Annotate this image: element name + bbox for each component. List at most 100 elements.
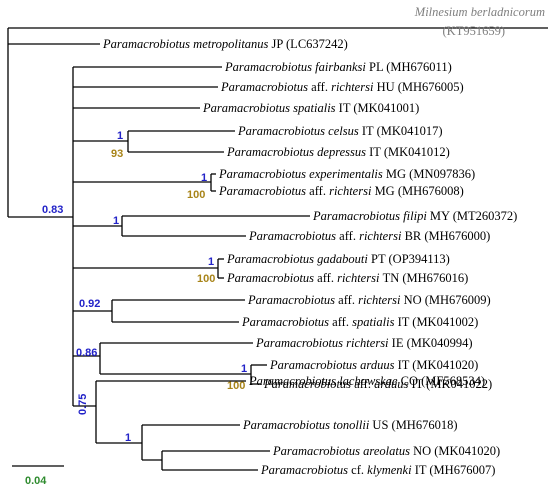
outgroup-accession: (KT951659) [443,24,506,38]
posterior-probability-label: 1 [208,256,214,268]
taxon-accession: (MK040994) [407,336,473,350]
taxon-label: Paramacrobiotus spatialis IT (MK041001) [202,101,419,115]
taxon-accession: (MK041012) [384,145,450,159]
taxon-genus: Paramacrobiotus [248,374,339,388]
taxon-qualifier: aff. [309,184,329,198]
taxon-genus: Paramacrobiotus [260,463,351,477]
taxon-country: MG [375,184,398,198]
taxon-qualifier: aff. [338,293,358,307]
taxon-genus: Paramacrobiotus [224,60,315,74]
taxon-country: IT [362,124,377,138]
taxon-country: TN [383,271,403,285]
taxon-genus: Paramacrobiotus [241,315,332,329]
taxon-country: BR [405,229,425,243]
taxon-accession: (MH676000) [424,229,490,243]
posterior-probability-label: 1 [117,130,123,142]
taxon-label: Paramacrobiotus celsus IT (MK041017) [237,124,443,138]
taxon-accession: (MH676007) [429,463,495,477]
taxon-epithet: celsus [328,124,362,138]
taxon-genus: Paramacrobiotus [226,252,317,266]
taxon-label: Paramacrobiotus areolatus NO (MK041020) [272,444,500,458]
taxon-genus: Paramacrobiotus [237,124,328,138]
taxon-labels: Milnesium berladnicorum (KT951659) Paramac… [102,5,545,477]
taxon-epithet: metropolitanus [193,37,271,51]
taxon-accession: (MH676005) [398,80,464,94]
posterior-probability-label: 1 [241,363,247,375]
taxon-country: MY [430,209,453,223]
scale-bar: 0.04 [12,465,64,487]
taxon-epithet: filipi [403,209,430,223]
taxon-label: Paramacrobiotus richtersi IE (MK040994) [255,336,473,350]
taxon-accession: (MH676009) [425,293,491,307]
taxon-country: IE [392,336,407,350]
taxon-accession: (MH676008) [398,184,464,198]
taxon-accession: (MK041001) [353,101,419,115]
taxon-epithet: richtersi [337,271,382,285]
taxon-accession: (MN097836) [409,167,475,181]
bootstrap-label: 100 [197,273,215,285]
taxon-country: PT [371,252,389,266]
taxon-epithet: lachowskae [339,374,400,388]
taxon-label: Paramacrobiotus cf. klymenki IT (MH67600… [260,463,495,477]
taxon-genus: Paramacrobiotus [269,358,360,372]
taxon-epithet: areolatus [363,444,413,458]
taxon-genus: Paramacrobiotus [102,37,193,51]
taxon-accession: (MK041002) [412,315,478,329]
support-values: 0.83 1 93 1 100 1 1 100 0.92 0.86 1 100 0.75 1 [42,130,247,444]
taxon-genus: Paramacrobiotus [218,184,309,198]
taxon-label: Paramacrobiotus lachowskae CO (MF568534) [248,374,485,388]
posterior-probability-label: 1 [113,215,119,227]
taxon-label: Paramacrobiotus arduus IT (MK041020) [269,358,478,372]
taxon-qualifier: aff. [339,229,359,243]
taxon-label: Paramacrobiotus fairbanksi PL (MH676011) [224,60,452,74]
taxon-epithet: fairbanksi [315,60,369,74]
taxon-epithet: arduus [374,377,411,391]
posterior-probability-label: 1 [201,172,207,184]
taxon-label: Paramacrobiotus aff. richtersi NO (MH676… [247,293,491,307]
taxon-country: HU [377,80,398,94]
taxon-accession: (MH676011) [386,60,452,74]
taxon-qualifier: aff. [332,315,352,329]
taxon-qualifier: cf. [351,463,367,477]
taxon-label: Paramacrobiotus metropolitanus JP (LC637… [102,37,348,51]
taxon-epithet: spatialis [293,101,339,115]
taxon-genus: Paramacrobiotus [220,80,311,94]
taxon-genus: Paramacrobiotus [248,229,339,243]
posterior-probability-label: 0.92 [79,298,100,310]
taxon-qualifier: aff. [354,377,374,391]
taxon-accession: (OP394113) [389,252,450,266]
taxon-country: IT [398,315,413,329]
taxon-epithet: gadabouti [317,252,371,266]
taxon-label: Paramacrobiotus aff. richtersi MG (MH676… [218,184,464,198]
taxon-label: Paramacrobiotus aff. richtersi TN (MH676… [226,271,468,285]
taxon-country: CO [401,374,422,388]
taxon-epithet: richtersi [329,184,374,198]
taxon-epithet: experimentalis [309,167,386,181]
taxon-country: MG [386,167,409,181]
taxon-label: Paramacrobiotus experimentalis MG (MN097… [218,167,475,181]
taxon-epithet: klymenki [367,463,415,477]
taxon-country: IT [339,101,354,115]
taxon-country: NO [413,444,434,458]
taxon-country: IT [415,463,430,477]
taxon-epithet: tonollii [333,418,372,432]
taxon-label: Paramacrobiotus tonollii US (MH676018) [242,418,458,432]
taxon-label: Paramacrobiotus aff. spatialis IT (MK041… [241,315,478,329]
tree-branches [7,27,548,471]
taxon-accession: (MH676018) [392,418,458,432]
taxon-country: IT [398,358,413,372]
bootstrap-label: 100 [187,189,205,201]
taxon-country: PL [369,60,386,74]
taxon-country: US [372,418,391,432]
taxon-genus: Paramacrobiotus [226,145,317,159]
posterior-probability-label: 0.83 [42,204,63,216]
outgroup-genus: Milnesium [414,5,468,19]
taxon-epithet: spatialis [352,315,398,329]
taxon-genus: Paramacrobiotus [255,336,346,350]
taxon-genus: Paramacrobiotus [242,418,333,432]
taxon-qualifier: aff. [311,80,331,94]
taxon-genus: Paramacrobiotus [312,209,403,223]
outgroup-label: Milnesium berladnicorum [414,5,545,19]
taxon-genus: Paramacrobiotus [202,101,293,115]
